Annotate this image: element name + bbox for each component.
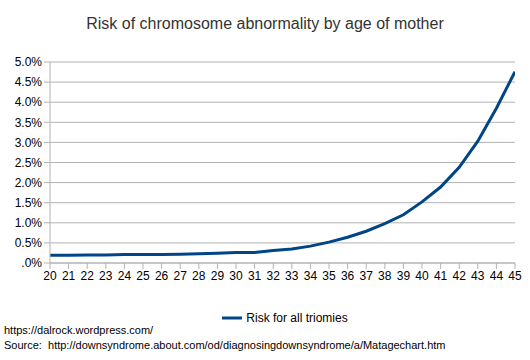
svg-text:35: 35 xyxy=(322,269,336,283)
svg-text:27: 27 xyxy=(174,269,188,283)
svg-text:0.5%: 0.5% xyxy=(15,236,43,250)
svg-text:40: 40 xyxy=(415,269,429,283)
html-text:Risk of chromosome abnormality: Risk of chromosome abnormality by age of… xyxy=(86,15,444,32)
svg-text:38: 38 xyxy=(378,269,392,283)
svg-text:42: 42 xyxy=(453,269,467,283)
svg-text:45: 45 xyxy=(508,269,522,283)
svg-text:1.5%: 1.5% xyxy=(15,196,43,210)
svg-text:32: 32 xyxy=(267,269,281,283)
html-text:Source: http://downsyndrome.ab: Source: http://downsyndrome.about.com/od… xyxy=(4,339,446,351)
svg-text:2.5%: 2.5% xyxy=(15,156,43,170)
svg-text:2.0%: 2.0% xyxy=(15,176,43,190)
svg-text:44: 44 xyxy=(490,269,504,283)
svg-text:21: 21 xyxy=(62,269,76,283)
svg-text:33: 33 xyxy=(285,269,299,283)
html-text:Risk for all triomies: Risk for all triomies xyxy=(246,311,348,325)
svg-text:5.0%: 5.0% xyxy=(15,55,43,69)
svg-text:28: 28 xyxy=(192,269,206,283)
html-text:https://dalrock.wordpress.com/: https://dalrock.wordpress.com/ xyxy=(4,324,154,336)
svg-text:4.5%: 4.5% xyxy=(15,75,43,89)
svg-text:31: 31 xyxy=(248,269,262,283)
svg-text:29: 29 xyxy=(211,269,225,283)
svg-text:36: 36 xyxy=(341,269,355,283)
svg-text:30: 30 xyxy=(229,269,243,283)
svg-text:25: 25 xyxy=(136,269,150,283)
svg-text:3.5%: 3.5% xyxy=(15,116,43,130)
svg-text:34: 34 xyxy=(304,269,318,283)
svg-text:4.0%: 4.0% xyxy=(15,95,43,109)
svg-text:.0%: .0% xyxy=(21,256,42,270)
svg-text:22: 22 xyxy=(81,269,95,283)
svg-text:43: 43 xyxy=(471,269,485,283)
svg-text:37: 37 xyxy=(360,269,374,283)
svg-text:23: 23 xyxy=(99,269,113,283)
svg-text:1.0%: 1.0% xyxy=(15,216,43,230)
svg-text:39: 39 xyxy=(397,269,411,283)
svg-text:41: 41 xyxy=(434,269,448,283)
svg-text:20: 20 xyxy=(43,269,57,283)
svg-text:26: 26 xyxy=(155,269,169,283)
svg-text:24: 24 xyxy=(118,269,132,283)
svg-text:3.0%: 3.0% xyxy=(15,136,43,150)
